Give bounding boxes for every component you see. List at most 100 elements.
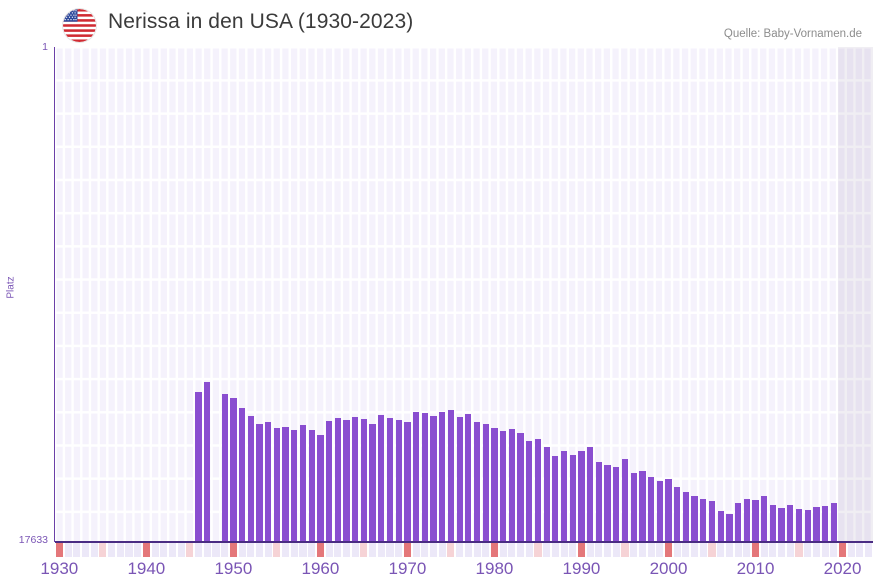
chart-bar[interactable] bbox=[630, 473, 637, 542]
chart-bar[interactable] bbox=[787, 505, 794, 542]
x-axis-tick-marker bbox=[682, 543, 690, 557]
chart-bar[interactable] bbox=[308, 430, 315, 542]
chart-bar[interactable] bbox=[204, 382, 211, 542]
x-axis-tick-marker bbox=[203, 543, 211, 557]
chart-bar[interactable] bbox=[265, 422, 272, 542]
chart-bar[interactable] bbox=[395, 420, 402, 542]
chart-bar[interactable] bbox=[726, 514, 733, 542]
chart-bar[interactable] bbox=[421, 413, 428, 542]
chart-bar[interactable] bbox=[352, 417, 359, 542]
chart-bar[interactable] bbox=[813, 507, 820, 542]
chart-bar[interactable] bbox=[569, 455, 576, 542]
chart-bar[interactable] bbox=[734, 503, 742, 542]
chart-bar[interactable] bbox=[473, 422, 481, 542]
x-axis-tick-marker bbox=[342, 543, 351, 557]
x-axis-tick-marker bbox=[151, 543, 159, 557]
chart-bar[interactable] bbox=[552, 456, 559, 542]
chart-bar[interactable] bbox=[613, 467, 620, 542]
chart-bar[interactable] bbox=[299, 425, 307, 542]
x-axis-tick-marker bbox=[577, 543, 586, 557]
chart-bar[interactable] bbox=[621, 459, 629, 542]
chart-bar[interactable] bbox=[404, 422, 411, 542]
chart-bar[interactable] bbox=[317, 435, 324, 542]
chart-bar[interactable] bbox=[238, 408, 246, 542]
chart-bar[interactable] bbox=[534, 439, 542, 542]
x-axis-labels: 1930 1940 1950 1960 1970 1980 1990 2000 2010 2020 bbox=[0, 559, 873, 587]
y-axis-tick-top: 1 bbox=[42, 41, 48, 53]
chart-bar[interactable] bbox=[500, 431, 507, 542]
chart-bar[interactable] bbox=[334, 418, 341, 542]
x-axis-tick-marker bbox=[308, 543, 316, 557]
chart-bar[interactable] bbox=[804, 510, 811, 542]
chart-bar[interactable] bbox=[543, 447, 550, 542]
chart-bar[interactable] bbox=[508, 429, 515, 542]
chart-bar[interactable] bbox=[778, 508, 785, 542]
chart-bar[interactable] bbox=[560, 451, 568, 542]
chart-bar[interactable] bbox=[656, 481, 663, 542]
chart-bar[interactable] bbox=[343, 420, 350, 542]
chart-bar[interactable] bbox=[665, 479, 672, 542]
chart-bar[interactable] bbox=[456, 417, 463, 542]
chart-bar[interactable] bbox=[386, 418, 394, 542]
chart-bar[interactable] bbox=[682, 492, 690, 542]
x-axis-tick-marker bbox=[490, 543, 498, 557]
x-axis-tick-marker bbox=[778, 543, 786, 557]
chart-bar[interactable] bbox=[378, 415, 385, 542]
chart-bar[interactable] bbox=[491, 428, 498, 542]
y-axis-tick-bottom: 17633 bbox=[18, 534, 48, 546]
chart-bar[interactable] bbox=[769, 505, 777, 542]
x-axis-tick-marker bbox=[708, 543, 716, 557]
x-axis-tick-marker bbox=[299, 543, 307, 557]
chart-bar[interactable] bbox=[795, 509, 803, 542]
chart-bar[interactable] bbox=[291, 430, 298, 542]
chart-bar[interactable] bbox=[447, 410, 455, 542]
x-axis-tick-marker bbox=[621, 543, 629, 557]
chart-bar[interactable] bbox=[587, 447, 594, 542]
chart-bar[interactable] bbox=[717, 511, 724, 542]
chart-bar[interactable] bbox=[195, 392, 202, 542]
x-axis-tick-marker bbox=[64, 543, 72, 557]
chart-bar[interactable] bbox=[230, 398, 237, 542]
chart-bar[interactable] bbox=[674, 487, 681, 542]
chart-bar[interactable] bbox=[830, 503, 837, 542]
chart-bar[interactable] bbox=[325, 421, 333, 542]
x-axis-tick-marker bbox=[351, 543, 359, 557]
chart-bar[interactable] bbox=[439, 412, 446, 542]
chart-bar[interactable] bbox=[526, 441, 533, 542]
chart-bar[interactable] bbox=[247, 416, 254, 542]
chart-bar[interactable] bbox=[743, 499, 750, 542]
x-axis-tick-label: 2010 bbox=[736, 559, 775, 578]
chart-bar[interactable] bbox=[752, 500, 759, 542]
chart-bar[interactable] bbox=[647, 477, 655, 542]
x-axis-tick-marker bbox=[865, 543, 873, 557]
chart-bar[interactable] bbox=[221, 394, 228, 542]
x-axis-tick-marker bbox=[534, 543, 542, 557]
x-axis-tick-marker bbox=[369, 543, 377, 557]
chart-bar[interactable] bbox=[639, 471, 646, 542]
chart-bar[interactable] bbox=[708, 501, 716, 542]
chart-bar[interactable] bbox=[430, 416, 437, 542]
chart-bar[interactable] bbox=[578, 451, 585, 542]
chart-bar[interactable] bbox=[482, 424, 489, 542]
chart-bar[interactable] bbox=[465, 414, 472, 542]
chart-bar[interactable] bbox=[282, 427, 289, 542]
x-axis-tick-label: 2000 bbox=[649, 559, 688, 578]
chart-bar[interactable] bbox=[256, 424, 263, 542]
chart-bar[interactable] bbox=[691, 496, 698, 542]
x-axis-tick-marker bbox=[377, 543, 385, 557]
x-axis-tick-label: 2020 bbox=[823, 559, 862, 578]
x-axis-tick-marker bbox=[168, 543, 177, 557]
chart-bar[interactable] bbox=[700, 499, 707, 542]
chart-bar[interactable] bbox=[761, 496, 768, 542]
x-axis-tick-marker bbox=[812, 543, 820, 557]
chart-bar[interactable] bbox=[273, 428, 281, 542]
chart-bar[interactable] bbox=[517, 433, 524, 542]
chart-bar[interactable] bbox=[604, 465, 611, 542]
x-axis-tick-marker bbox=[264, 543, 272, 557]
chart-bar[interactable] bbox=[595, 462, 602, 542]
chart-bar[interactable] bbox=[822, 506, 829, 542]
chart-bar[interactable] bbox=[369, 424, 376, 542]
x-axis-tick-marker bbox=[325, 543, 333, 557]
chart-bar[interactable] bbox=[413, 412, 420, 542]
chart-bar[interactable] bbox=[360, 419, 368, 542]
